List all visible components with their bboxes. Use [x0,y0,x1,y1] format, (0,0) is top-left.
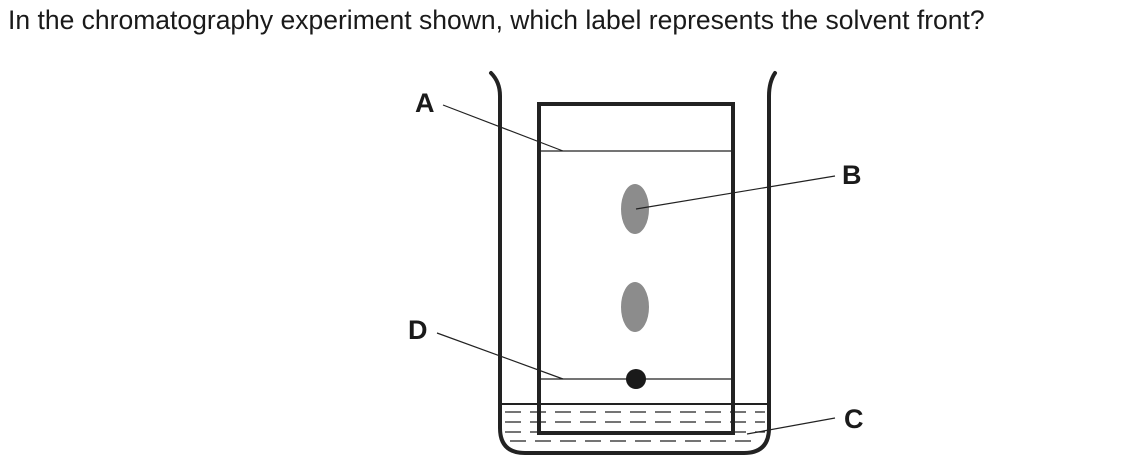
leader-line-b [635,175,836,210]
leader-line-d [436,332,564,380]
spot-upper [621,184,649,234]
label-d: D [408,315,428,345]
question-text: In the chromatography experiment shown, … [8,5,985,35]
sample-dot [626,369,646,389]
label-c: C [844,404,864,434]
spot-lower [621,282,649,332]
label-b: B [842,160,862,190]
solvent-liquid [505,411,765,442]
chromatography-paper [537,102,735,435]
leader-line-c [746,417,836,435]
label-a: A [415,88,435,118]
leader-line-a [442,104,564,152]
beaker [489,71,777,455]
